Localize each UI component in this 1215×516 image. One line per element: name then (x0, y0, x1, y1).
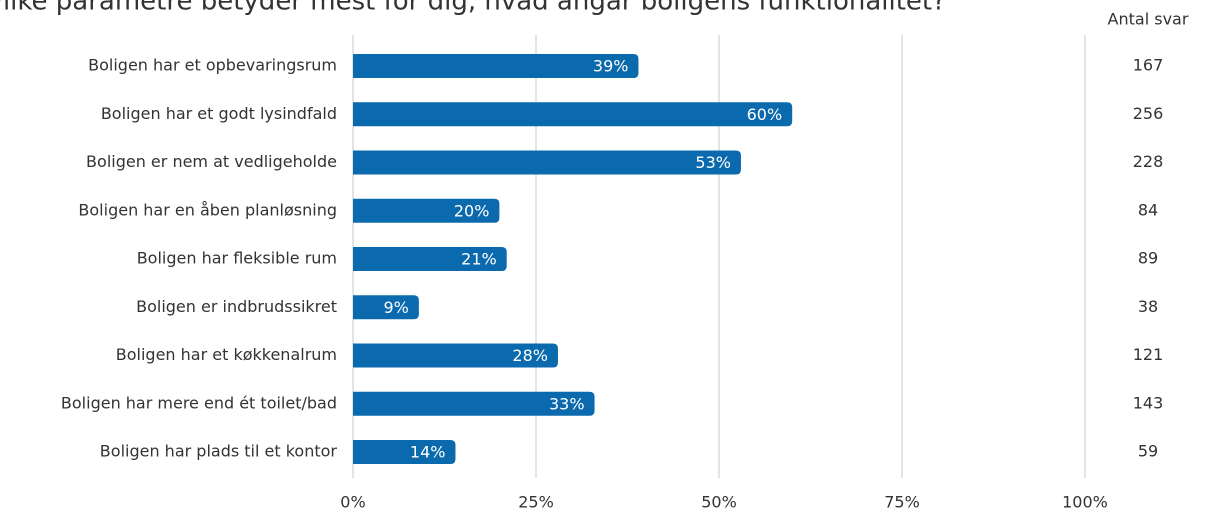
counts-title: Antal svar (1108, 10, 1189, 29)
value-label: 33% (549, 394, 585, 413)
count-label: 143 (1133, 393, 1164, 412)
count-label: 167 (1133, 56, 1164, 75)
count-label: 59 (1138, 442, 1158, 461)
value-label: 20% (454, 201, 490, 220)
x-tick-label: 50% (701, 493, 737, 512)
bar (353, 247, 507, 271)
bar (353, 54, 639, 78)
y-tick-label: Boligen har mere end ét toilet/bad (61, 393, 337, 412)
x-tick-label: 25% (518, 493, 554, 512)
bar (353, 343, 558, 368)
y-tick-label: Boligen har en åben planløsning (78, 200, 337, 219)
y-tick-label: Boligen har et opbevaringsrum (88, 56, 337, 75)
y-tick-label: Boligen er indbrudssikret (136, 297, 337, 316)
x-tick-label: 100% (1062, 493, 1108, 512)
bar (353, 150, 741, 175)
value-label: 21% (461, 250, 497, 269)
count-label: 256 (1133, 104, 1164, 123)
value-label: 9% (383, 298, 408, 317)
count-label: 121 (1133, 345, 1164, 364)
bar (353, 102, 793, 127)
bar (353, 391, 595, 416)
bar (353, 198, 500, 223)
value-label: 28% (512, 346, 548, 365)
value-label: 39% (593, 57, 629, 76)
x-tick-label: 75% (884, 493, 920, 512)
value-label: 60% (747, 105, 783, 124)
bar (353, 295, 419, 320)
y-tick-label: Boligen er nem at vedligeholde (86, 152, 337, 171)
count-label: 228 (1133, 152, 1164, 171)
value-label: 53% (695, 153, 731, 172)
chart-title: Hvilke parametre betyder mest for dig, h… (0, 0, 946, 17)
value-label: 14% (410, 443, 446, 462)
x-tick-label: 0% (340, 493, 365, 512)
count-label: 38 (1138, 297, 1158, 316)
y-tick-label: Boligen har et køkkenalrum (116, 345, 337, 364)
count-label: 89 (1138, 249, 1158, 268)
y-tick-label: Boligen har plads til et kontor (100, 442, 338, 461)
y-tick-label: Boligen har et godt lysindfald (101, 104, 337, 123)
bar (353, 440, 456, 464)
count-label: 84 (1138, 200, 1158, 219)
y-tick-label: Boligen har fleksible rum (137, 249, 337, 268)
